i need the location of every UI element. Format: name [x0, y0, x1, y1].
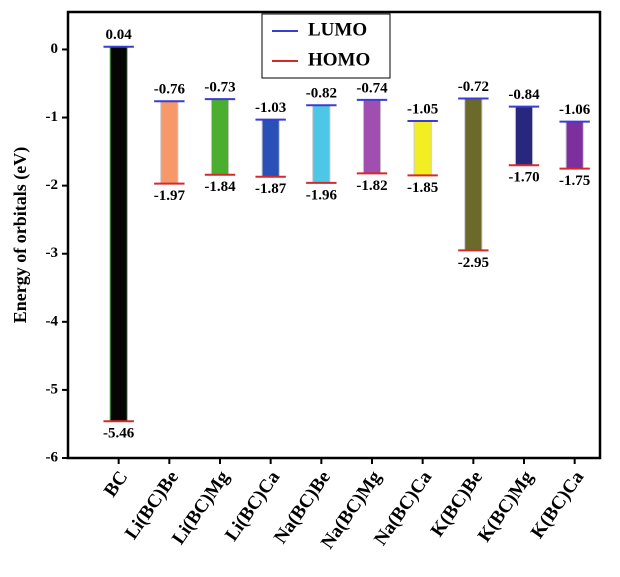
bar	[362, 99, 382, 174]
bar	[160, 100, 179, 185]
bar	[109, 46, 128, 422]
lumo-label: -0.82	[306, 86, 337, 102]
bar	[464, 97, 483, 251]
lumo-label: -0.72	[458, 79, 489, 95]
legend-label: HOMO	[308, 49, 370, 70]
homo-label: -5.46	[103, 426, 135, 442]
bar	[312, 104, 331, 184]
lumo-label: -0.74	[356, 80, 388, 96]
bar	[210, 98, 230, 176]
homo-label: -2.95	[458, 255, 489, 271]
homo-label: -1.84	[204, 179, 236, 195]
y-tick-label: -4	[46, 313, 59, 329]
homo-label: -1.85	[407, 180, 438, 196]
homo-label: -1.70	[508, 170, 539, 186]
lumo-label: -0.76	[154, 82, 186, 98]
lumo-label: -1.03	[255, 100, 286, 116]
y-tick-label: 0	[51, 41, 59, 57]
bar	[413, 120, 432, 176]
homo-label: -1.82	[356, 178, 387, 194]
y-tick-label: -1	[46, 109, 59, 125]
homo-label: -1.96	[306, 187, 338, 203]
bar	[261, 119, 280, 178]
y-tick-label: -5	[46, 381, 59, 397]
lumo-label: 0.04	[106, 27, 133, 43]
x-tick-label: BC	[100, 467, 132, 501]
legend-box	[261, 13, 391, 79]
plot-frame	[66, 10, 602, 460]
lumo-label: -1.06	[559, 102, 591, 118]
x-tick-label: K(BC)Ca	[527, 467, 589, 543]
legend-label: LUMO	[308, 19, 367, 40]
bar	[514, 106, 534, 166]
y-tick-label: -3	[46, 245, 59, 261]
homo-label: -1.97	[154, 188, 186, 204]
lumo-label: -1.05	[407, 101, 438, 117]
homo-label: -1.75	[559, 173, 590, 189]
homo-label: -1.87	[255, 181, 287, 197]
y-axis-label: Energy of orbitals (eV)	[10, 147, 31, 323]
lumo-label: -0.84	[508, 87, 540, 103]
bar	[565, 121, 584, 170]
y-tick-label: -6	[46, 449, 59, 465]
y-tick-label: -2	[46, 177, 59, 193]
lumo-label: -0.73	[204, 80, 235, 96]
